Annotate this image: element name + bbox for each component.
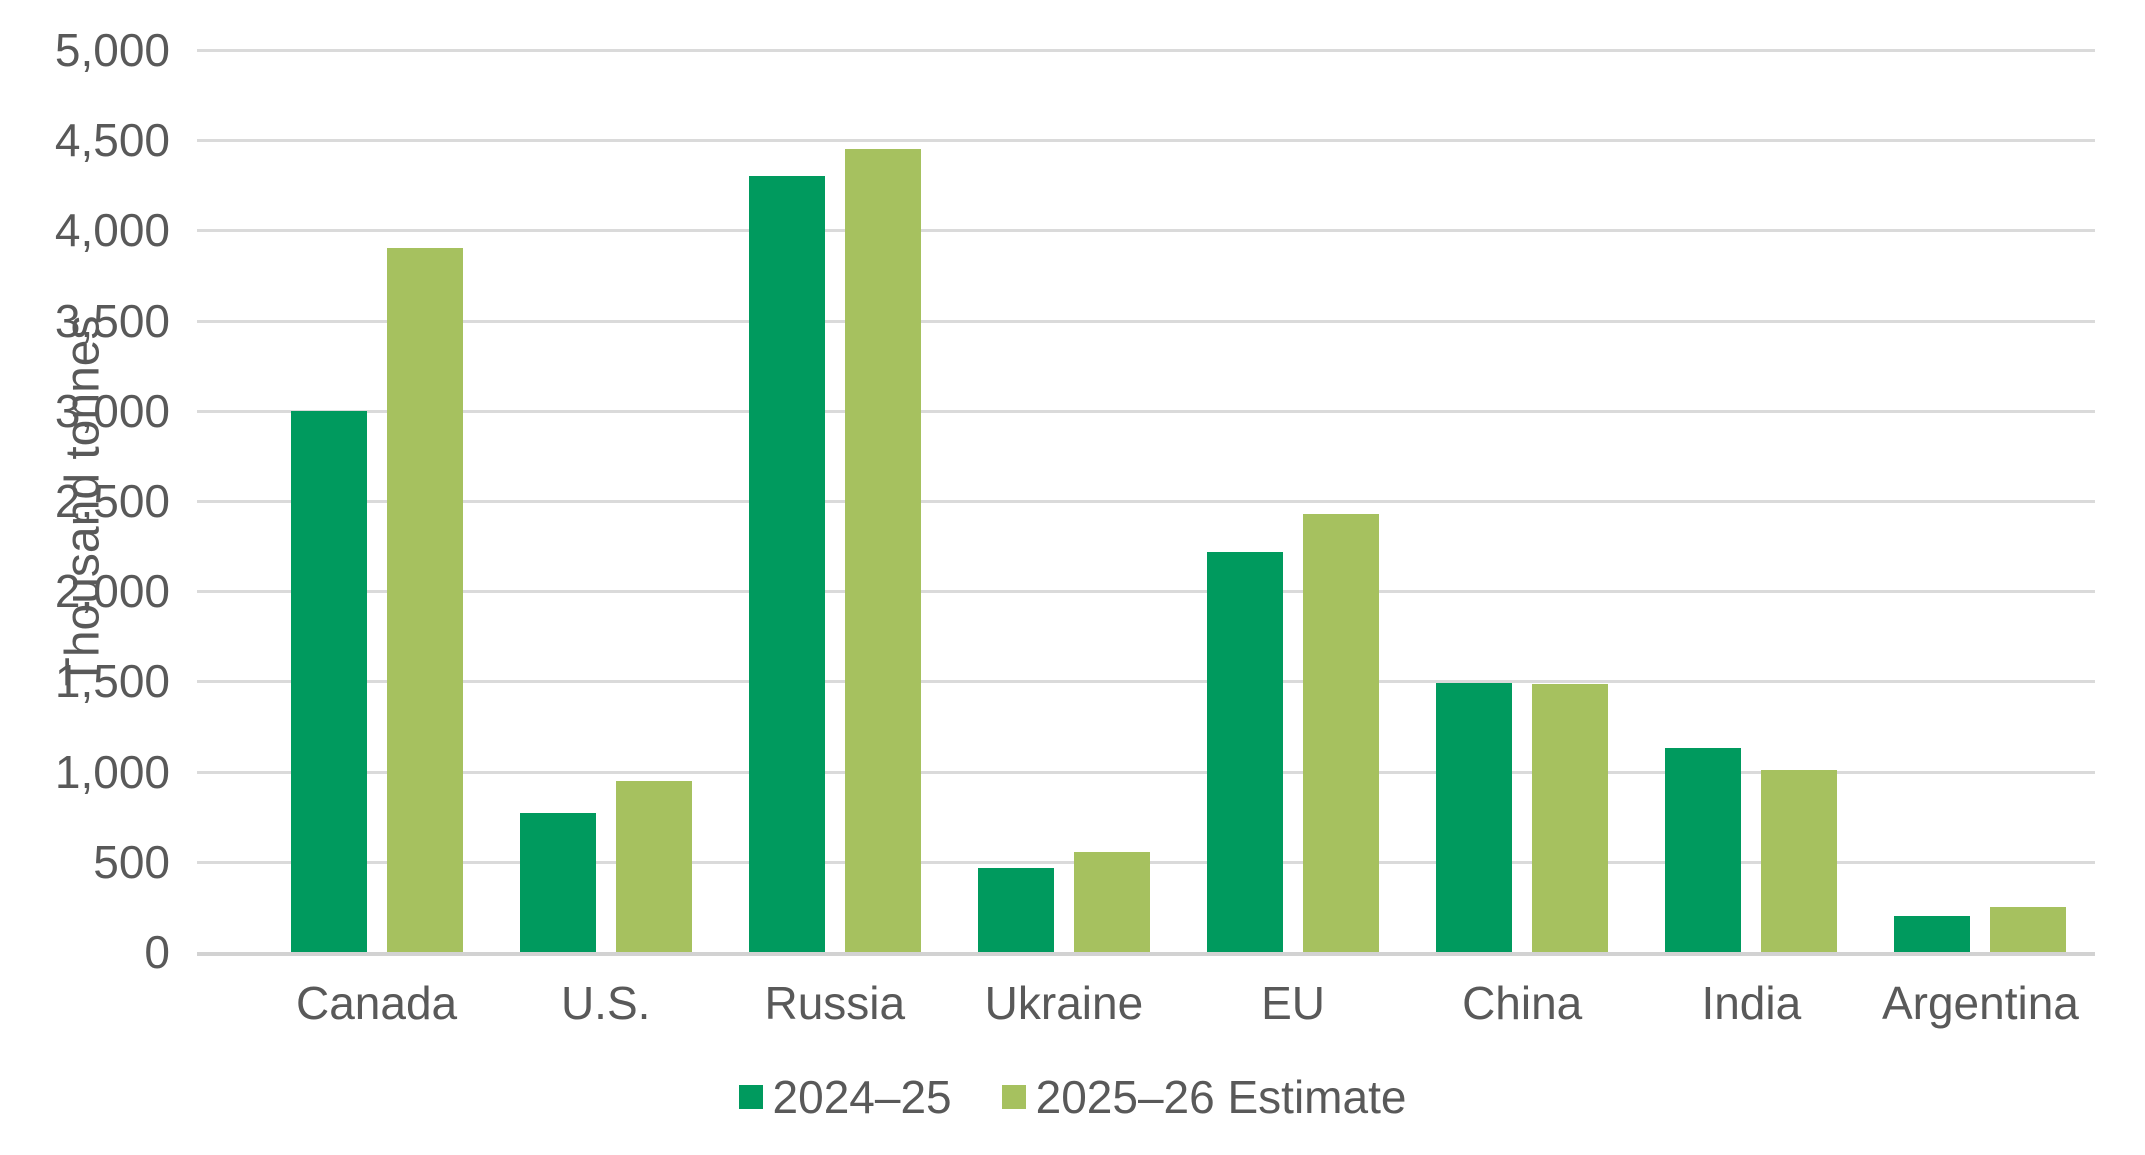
- bar-series0-argentina: [1894, 916, 1971, 952]
- bar-series1-india: [1761, 770, 1838, 952]
- y-tick-label: 4,000: [54, 204, 170, 257]
- bar-series1-ukraine: [1073, 852, 1150, 952]
- y-tick-label: 2,500: [54, 475, 170, 527]
- gridline: [197, 409, 2095, 413]
- bar-series0-eu: [1207, 552, 1284, 952]
- bar-series0-india: [1665, 748, 1742, 952]
- gridline: [197, 49, 2095, 52]
- bar-series1-russia: [844, 149, 921, 952]
- bar-series1-canada: [386, 248, 463, 952]
- bar-series1-eu: [1303, 514, 1380, 952]
- x-category-label: Russia: [764, 977, 906, 1029]
- legend-item: 2025–26 Estimate: [1001, 1070, 1407, 1124]
- legend-swatch-icon: [1001, 1085, 1026, 1109]
- gridline: [197, 680, 2095, 684]
- legend-label: 2025–26 Estimate: [1035, 1071, 1407, 1123]
- x-category-label: U.S.: [560, 977, 651, 1029]
- bar-series0-u-s-: [519, 813, 596, 952]
- gridline: [197, 770, 2095, 774]
- y-tick-label: 1,500: [54, 655, 170, 708]
- bar-series0-canada: [290, 411, 367, 952]
- gridline: [197, 229, 2095, 233]
- legend-swatch-icon: [738, 1085, 763, 1109]
- legend-label: 2024–25: [772, 1071, 952, 1123]
- x-category-label: India: [1701, 977, 1802, 1029]
- x-category-label: Argentina: [1881, 977, 2079, 1029]
- y-tick-label: 3,500: [54, 294, 170, 347]
- bar-series0-china: [1436, 683, 1513, 952]
- bar-series0-russia: [748, 176, 825, 952]
- y-tick-label: 0: [144, 926, 170, 978]
- bar-series1-argentina: [1990, 907, 2067, 952]
- gridline: [197, 139, 2095, 143]
- x-category-label: EU: [1261, 977, 1326, 1029]
- bar-series1-u-s-: [615, 781, 692, 952]
- legend: 2024–25 2025–26 Estimate: [0, 1070, 2145, 1124]
- x-axis-line: [197, 952, 2095, 956]
- x-category-label: China: [1462, 977, 1583, 1029]
- y-tick-label: 5,000: [54, 24, 170, 76]
- x-category-label: Ukraine: [984, 977, 1144, 1029]
- x-category-label: Canada: [295, 977, 458, 1029]
- y-tick-label: 1,000: [54, 745, 170, 798]
- bar-series0-ukraine: [977, 868, 1054, 952]
- gridline: [197, 319, 2095, 323]
- legend-item: 2024–25: [738, 1070, 952, 1124]
- bar-series1-china: [1532, 684, 1609, 952]
- y-tick-label: 2,000: [54, 565, 170, 618]
- gridline: [197, 500, 2095, 503]
- gridline: [197, 590, 2095, 594]
- y-tick-label: 3,000: [54, 384, 170, 437]
- y-tick-label: 4,500: [54, 114, 170, 167]
- y-tick-label: 500: [93, 835, 170, 888]
